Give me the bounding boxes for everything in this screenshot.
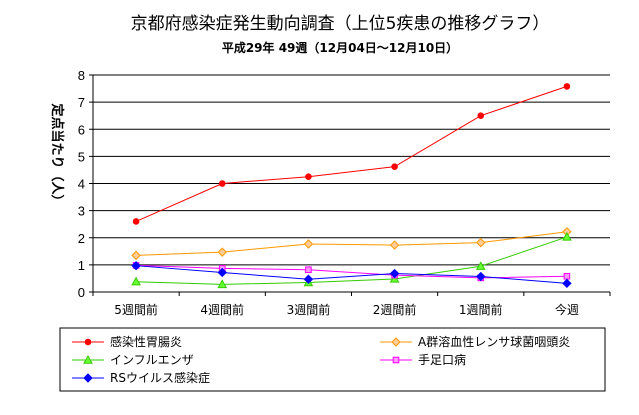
legend-label-1: A群溶血性レンサ球菌咽頭炎 [418,334,570,349]
series-4 [131,260,572,289]
legend-marker-0 [84,338,92,346]
y-tick-label-4: 4 [78,177,85,192]
data-point-2-0 [131,276,141,286]
x-tick-label-2: 3週間前 [287,302,331,317]
y-tick-label-8: 8 [78,68,85,83]
data-point-1-3 [389,240,400,250]
legend-frame [59,327,606,392]
y-tick-label-2: 2 [78,231,85,246]
data-point-2-3 [389,273,400,283]
data-point-4-4 [476,271,486,282]
series-line-0 [135,85,568,222]
legend-item-0: 感染性胃腸炎 [72,334,182,349]
data-point-4-1 [217,267,227,278]
legend-marker-4 [83,373,93,383]
data-point-4-3 [389,268,400,279]
y-axis-label: 定点当たり（人） [49,102,65,207]
x-tick-label-0: 5週間前 [114,302,158,317]
legend-marker-3 [392,356,400,364]
series-line-1 [136,231,567,256]
legend-label-4: RSウイルス感染症 [110,370,210,385]
y-tick-label-0: 0 [78,285,85,300]
y-tick-label-5: 5 [78,149,85,164]
data-point-1-0 [131,250,141,261]
legend-label-3: 手足口病 [418,352,466,367]
data-point-4-5 [562,278,572,289]
y-tick-label-6: 6 [78,122,85,137]
chart-title: 京都府感染症発生動向調査（上位5疾患の推移グラフ） [131,14,550,34]
data-point-0-0 [132,218,140,225]
series-layer [131,83,572,289]
data-point-2-4 [475,261,486,270]
series-line-4 [136,265,567,284]
data-point-4-2 [303,274,314,284]
series-2 [131,231,572,289]
series-0 [132,83,571,225]
legend-marker-1 [391,337,401,347]
x-tick-label-5: 今週 [555,302,579,317]
legend-item-2: インフルエンザ [72,353,194,367]
data-point-3-2 [305,266,312,274]
grid-layer [93,74,610,266]
data-point-0-1 [218,180,226,187]
legend-label-0: 感染性胃腸炎 [110,334,182,349]
legend-label-2: インフルエンザ [110,353,194,367]
legend-item-4: RSウイルス感染症 [72,370,210,385]
data-point-2-5 [562,231,572,241]
y-tick-label-1: 1 [78,258,85,273]
x-tick-label-3: 2週間前 [373,302,417,317]
data-point-4-0 [131,260,141,271]
data-point-2-1 [217,279,228,289]
axis-layer: 0 1 2 3 4 5 6 7 8 5週間前 4週間前 3週間前 2週間前 1週間前 今週 [78,68,611,317]
data-point-3-5 [563,272,571,280]
data-point-0-2 [305,173,312,181]
data-point-0-4 [477,112,485,119]
data-point-1-2 [303,239,314,249]
data-point-1-4 [476,237,486,248]
legend-item-3: 手足口病 [380,352,466,367]
y-tick-label-3: 3 [78,204,85,219]
x-tick-label-4: 1週間前 [459,302,503,317]
series-line-2 [136,236,568,285]
legend-item-1: A群溶血性レンサ球菌咽頭炎 [380,334,570,349]
data-point-0-3 [391,163,398,170]
x-tick-label-1: 4週間前 [200,302,244,317]
data-point-0-5 [563,83,571,90]
series-1 [131,227,572,261]
chart-subtitle: 平成29年 49週（12月04日〜12月10日） [222,40,458,55]
y-tick-label-7: 7 [78,95,85,110]
legend-marker-2 [83,354,93,364]
data-point-1-1 [217,247,227,257]
